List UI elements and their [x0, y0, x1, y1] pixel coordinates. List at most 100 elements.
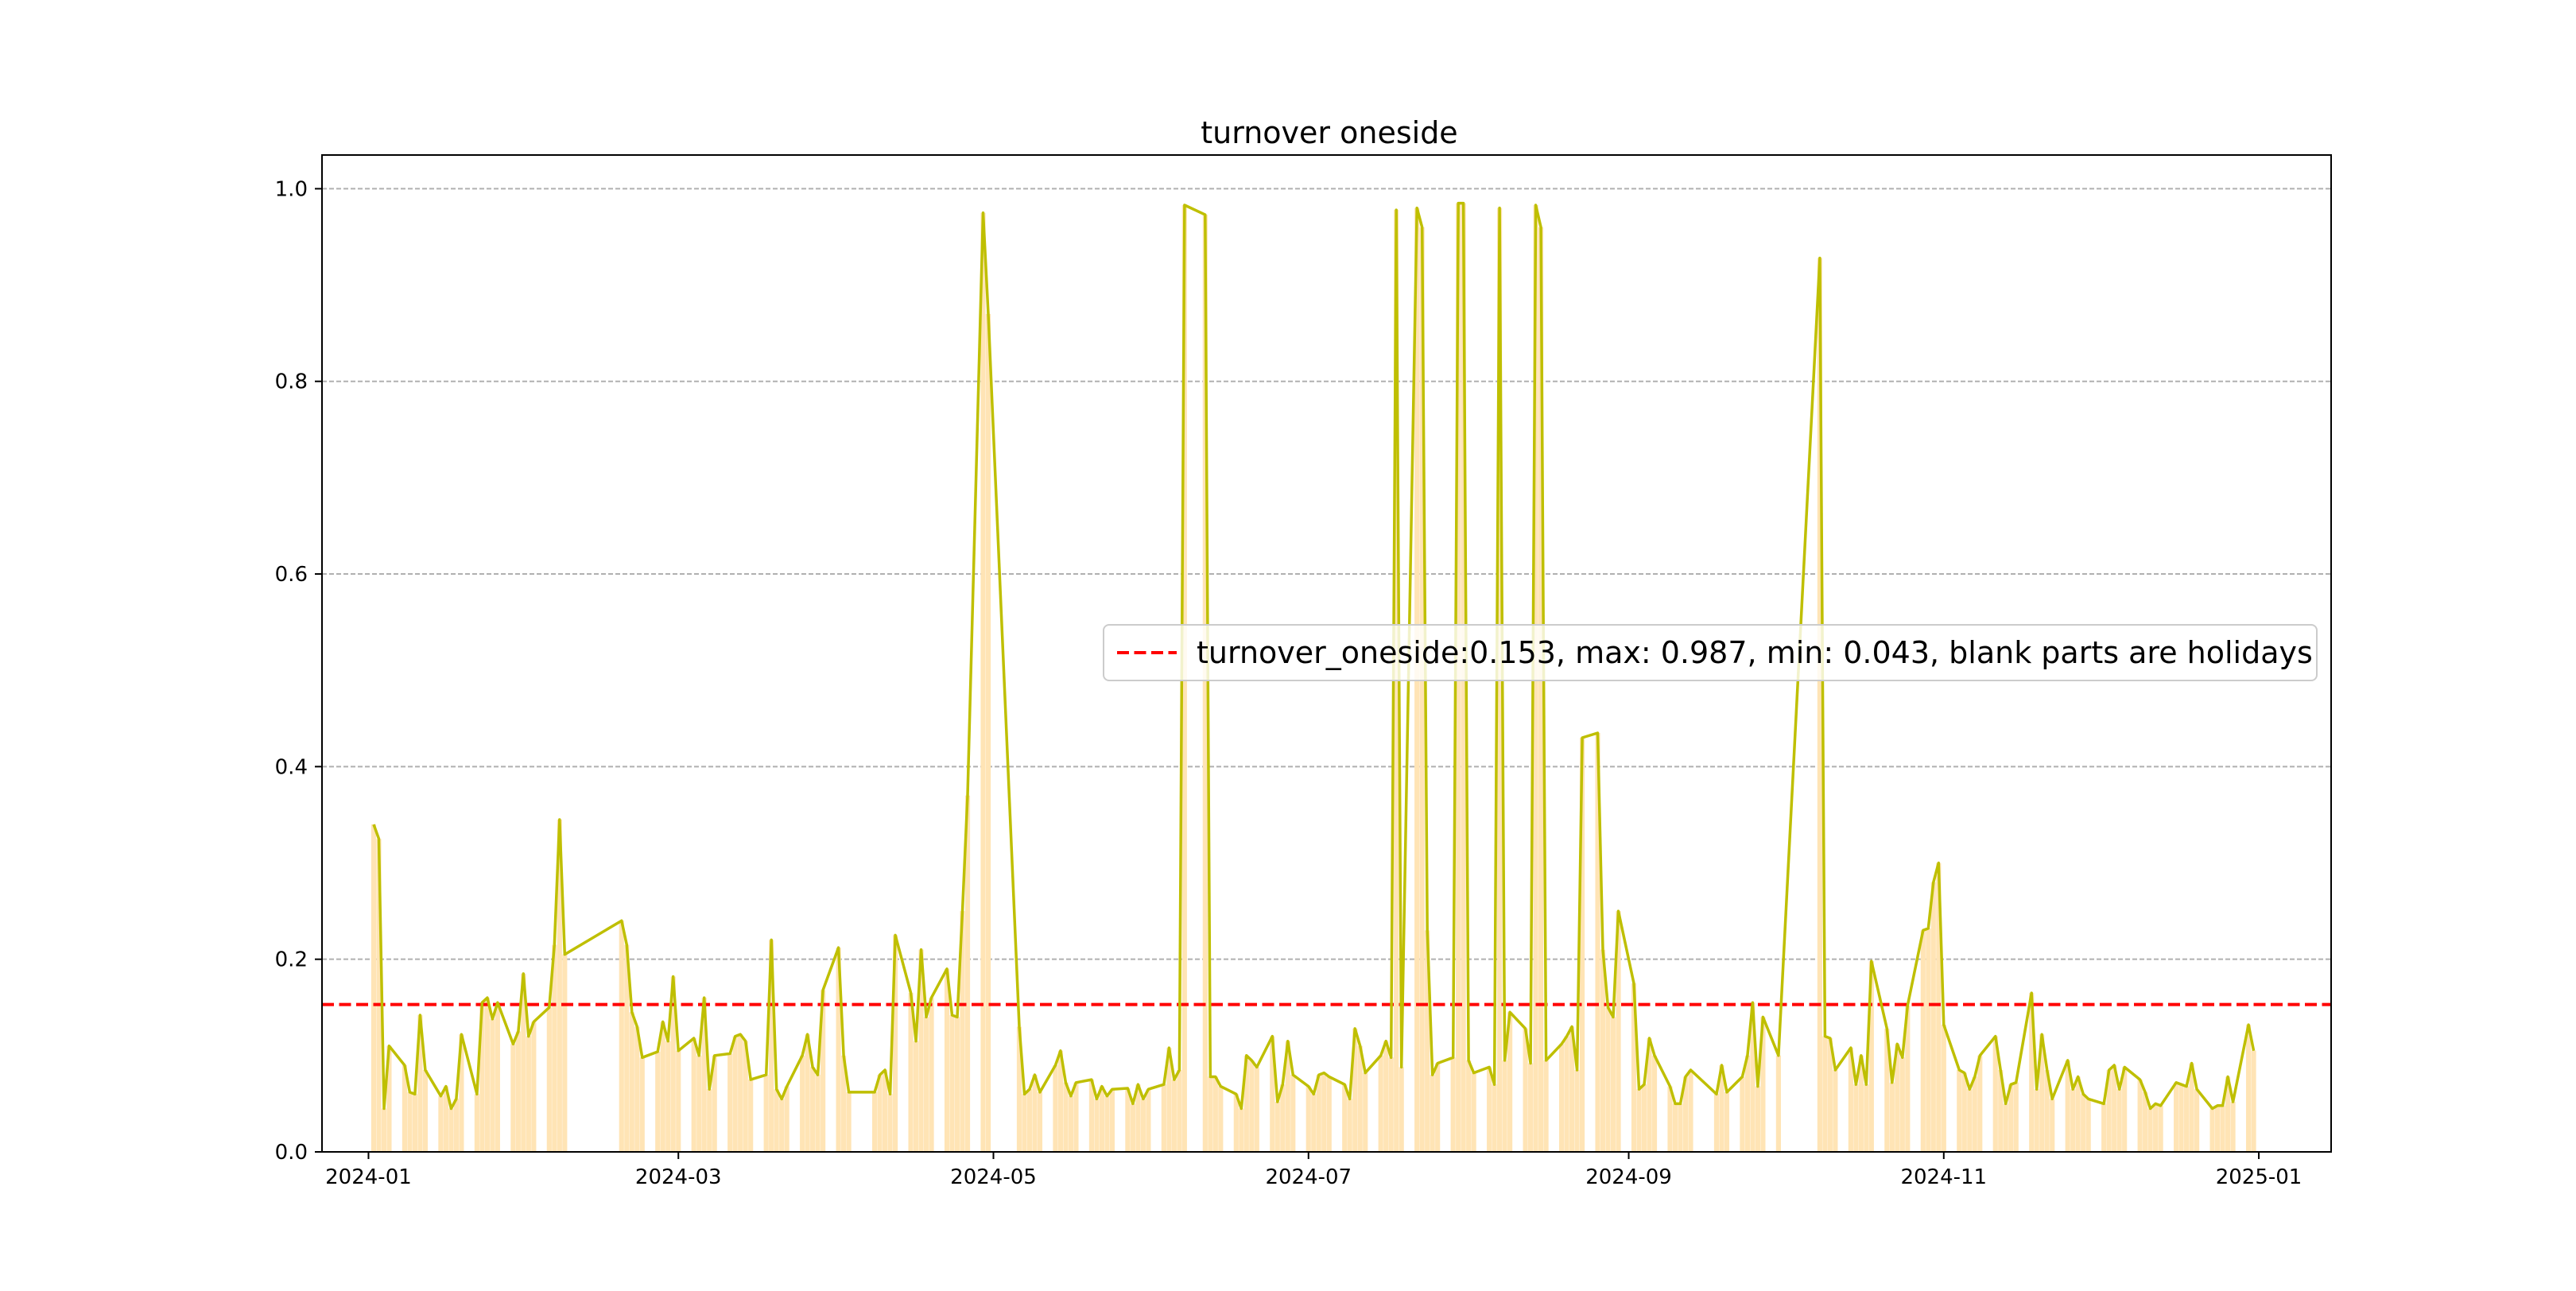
data-bar — [1688, 1070, 1693, 1152]
data-bar — [1321, 1072, 1327, 1152]
data-bar — [1967, 1089, 1973, 1152]
y-tick-label: 0.0 — [275, 1141, 308, 1165]
data-bar — [1057, 1050, 1064, 1152]
plot-frame — [321, 154, 2332, 1153]
data-bar — [743, 1041, 748, 1152]
data-bar — [1425, 930, 1430, 1152]
data-bar — [1037, 1091, 1043, 1152]
data-bar — [484, 998, 490, 1152]
data-bar — [1146, 1089, 1151, 1152]
data-bar — [1750, 1002, 1755, 1152]
data-bar — [1104, 1095, 1110, 1152]
data-bar — [1977, 1055, 1983, 1152]
data-bar — [2122, 1067, 2128, 1152]
data-bar — [407, 1091, 413, 1152]
data-bar — [1352, 1028, 1358, 1152]
data-bar — [1243, 1055, 1249, 1152]
data-bar — [2008, 1084, 2014, 1152]
data-bar — [515, 1031, 521, 1152]
data-bar — [1233, 1094, 1239, 1152]
data-bar — [2143, 1091, 2148, 1152]
data-bar — [1068, 1095, 1074, 1152]
data-bar — [557, 820, 562, 1152]
data-bar — [2112, 1064, 2117, 1152]
data-bar — [841, 1055, 847, 1152]
data-bar — [2003, 1103, 2008, 1152]
data-bar — [546, 1007, 552, 1152]
data-bar — [1579, 738, 1585, 1152]
data-bar — [1569, 1026, 1575, 1152]
data-bar — [1316, 1075, 1321, 1152]
data-bar — [660, 1022, 665, 1152]
data-bar — [1471, 1072, 1476, 1152]
data-bar — [960, 911, 965, 1152]
data-bar — [836, 948, 841, 1152]
data-bar — [784, 1086, 789, 1152]
data-bar — [1166, 1048, 1172, 1152]
axis-layer: 0.0 0.2 0.4 0.6 0.8 1.0 2024-01 2024-03 2024-05 2… — [275, 154, 2332, 1189]
data-bar — [763, 1075, 769, 1152]
data-bar — [1543, 1060, 1549, 1152]
data-bar — [913, 1041, 919, 1152]
data-bar — [2184, 1086, 2190, 1152]
data-bar — [1357, 1045, 1363, 1152]
data-bar — [1419, 227, 1425, 1152]
data-bar — [1926, 928, 1931, 1152]
data-bar — [944, 968, 950, 1152]
legend-box — [1103, 624, 2318, 681]
data-bar — [1388, 1057, 1394, 1152]
data-bar — [1610, 1017, 1616, 1152]
data-bar — [1347, 1099, 1352, 1152]
data-bar — [2220, 1105, 2225, 1152]
data-bar — [2070, 1089, 2076, 1152]
data-bar — [732, 1036, 738, 1152]
data-bar — [474, 1094, 479, 1152]
data-bar — [877, 1075, 883, 1152]
data-bar — [1822, 1036, 1828, 1152]
data-bar — [448, 1108, 454, 1152]
data-bar — [453, 1099, 459, 1152]
data-bar — [1858, 1055, 1864, 1152]
data-bar — [2147, 1108, 2153, 1152]
data-bar — [2158, 1105, 2163, 1152]
x-tick-label: 2024-05 — [950, 1165, 1037, 1189]
data-bar — [1450, 1057, 1456, 1152]
data-bar — [1026, 1089, 1033, 1152]
data-bar — [2225, 1076, 2231, 1152]
data-bar — [1088, 1080, 1095, 1152]
data-bar — [619, 921, 624, 1152]
data-bar — [1280, 1084, 1286, 1152]
data-bar — [712, 1055, 717, 1152]
data-bar — [1775, 1055, 1781, 1152]
data-bar — [417, 1014, 423, 1152]
data-bar — [2137, 1080, 2143, 1152]
data-bar — [892, 935, 898, 1152]
data-bar — [1889, 1082, 1895, 1152]
series-line — [372, 201, 2256, 1111]
data-bar — [1507, 1012, 1513, 1152]
data-bar — [779, 1099, 785, 1152]
data-bar — [624, 944, 630, 1152]
data-bar — [1992, 1036, 1998, 1152]
data-bar — [1827, 1038, 1833, 1152]
data-bar — [727, 1053, 733, 1152]
data-bar — [691, 1038, 696, 1152]
data-bar — [2106, 1070, 2112, 1152]
data-bar — [1430, 1075, 1435, 1152]
data-bar — [1574, 1070, 1580, 1152]
y-tick-label: 0.2 — [275, 948, 308, 972]
data-bar — [1957, 1070, 1962, 1152]
data-bar — [1326, 1076, 1332, 1152]
data-bar — [552, 944, 557, 1152]
data-bar — [1363, 1072, 1368, 1152]
data-bar — [846, 1091, 852, 1152]
data-bar — [1600, 949, 1606, 1152]
data-bar — [918, 949, 924, 1152]
data-bar — [670, 976, 676, 1152]
data-bar — [1941, 1025, 1946, 1152]
data-bar — [1636, 1089, 1642, 1152]
data-bar — [872, 1091, 878, 1152]
data-bar — [980, 212, 986, 1152]
data-bar — [2194, 1089, 2200, 1152]
data-bar — [2081, 1094, 2086, 1152]
